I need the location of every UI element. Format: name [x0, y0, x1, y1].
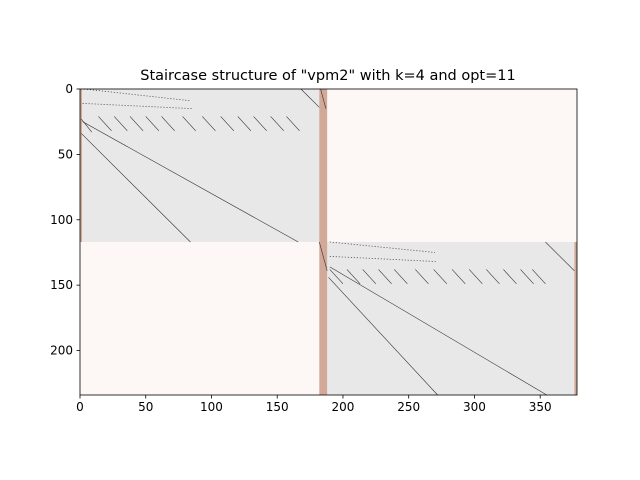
x-tick-label-50: 50 [138, 400, 153, 414]
short-segment-5 [145, 116, 160, 132]
y-axis: 0 50 100 150 200 [50, 82, 80, 358]
short-segment-8 [202, 116, 216, 132]
short-segment-2 [98, 116, 112, 132]
y-tick-label-200: 200 [50, 344, 73, 358]
plot-frame [79, 88, 578, 396]
y-tick-label-50: 50 [58, 147, 73, 161]
short-segment-19 [415, 269, 429, 285]
diagonal-3 [328, 277, 438, 396]
y-tick-label-0: 0 [65, 82, 73, 96]
block-2 [327, 242, 577, 395]
y-tick-label-150: 150 [50, 278, 73, 292]
nonzero-layer [81, 88, 575, 396]
chart-title: Staircase structure of "vpm2" with k=4 a… [140, 68, 515, 84]
linking-column-2 [80, 89, 82, 242]
diagonal-4 [329, 266, 547, 396]
linking-columns-layer [80, 89, 577, 395]
diagonal-7 [545, 241, 575, 271]
short-segment-1 [81, 118, 93, 133]
linking-column-1 [319, 89, 328, 395]
short-segment-14 [329, 269, 344, 285]
short-segment-3 [113, 116, 128, 132]
short-segment-24 [503, 269, 517, 285]
x-tick-label-300: 300 [463, 400, 486, 414]
short-segment-21 [451, 269, 466, 285]
linking-column-3 [574, 242, 577, 395]
block-1 [80, 89, 320, 242]
x-tick-label-150: 150 [266, 400, 289, 414]
short-segment-25 [520, 269, 534, 285]
diagonal-8 [320, 88, 327, 109]
short-segment-17 [378, 269, 392, 285]
plot-area [79, 88, 578, 396]
short-segment-16 [362, 269, 377, 285]
diagonal-1 [81, 133, 191, 243]
x-tick-label-100: 100 [200, 400, 223, 414]
short-segment-22 [468, 269, 483, 285]
y-tick-label-100: 100 [50, 213, 73, 227]
short-segment-13 [286, 116, 300, 132]
staircase-dots-2 [82, 102, 192, 110]
x-axis: 0 50 100 150 200 250 300 350 [76, 395, 552, 414]
short-segment-15 [346, 269, 361, 285]
x-tick-label-0: 0 [76, 400, 84, 414]
diagonal-6 [319, 241, 328, 271]
x-tick-label-350: 350 [529, 400, 552, 414]
short-segment-10 [237, 116, 252, 132]
x-tick-label-250: 250 [397, 400, 420, 414]
short-segment-9 [220, 116, 235, 132]
short-segment-26 [532, 269, 546, 285]
short-segment-7 [182, 116, 196, 132]
short-segment-4 [129, 116, 144, 132]
blocks-layer [80, 89, 577, 395]
short-segment-20 [433, 269, 448, 285]
diagonal-2 [82, 121, 299, 243]
short-segment-12 [270, 116, 285, 132]
short-segment-6 [161, 116, 175, 132]
short-segment-18 [394, 269, 408, 285]
diagonal-5 [300, 88, 320, 108]
short-segment-23 [486, 269, 500, 285]
x-tick-label-200: 200 [332, 400, 355, 414]
short-segment-11 [253, 116, 267, 132]
